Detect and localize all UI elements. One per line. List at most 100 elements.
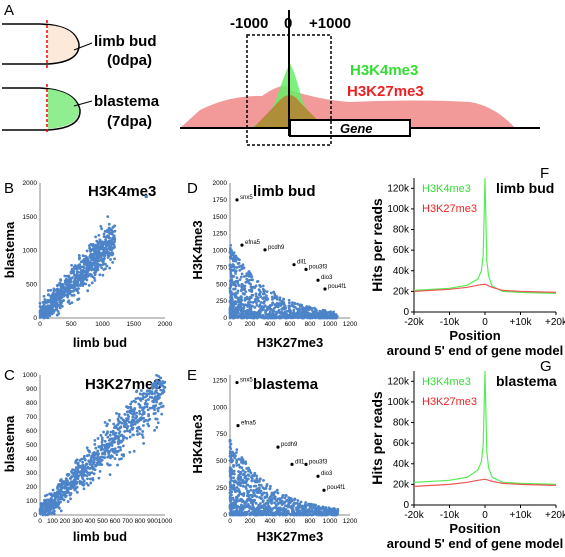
- data-point: [265, 296, 269, 300]
- data-point: [104, 445, 108, 449]
- gene-point-dll1: [290, 462, 294, 466]
- data-point: [322, 506, 325, 510]
- data-point: [242, 306, 245, 310]
- data-point: [272, 306, 276, 310]
- x-tick-c: 900: [147, 518, 158, 525]
- data-point: [75, 280, 78, 284]
- data-point: [248, 307, 252, 310]
- data-point: [237, 463, 241, 467]
- data-point: [259, 489, 263, 493]
- data-point: [228, 290, 232, 294]
- data-point: [259, 295, 263, 298]
- y-tick-f: 20k: [393, 286, 410, 297]
- data-point: [52, 298, 56, 301]
- y-axis-title-b: blastema: [2, 221, 17, 278]
- data-point: [82, 467, 86, 471]
- data-point: [76, 291, 80, 295]
- data-point: [268, 510, 272, 514]
- data-point: [276, 491, 280, 495]
- data-point: [40, 308, 44, 312]
- data-point: [64, 495, 67, 499]
- data-point: [305, 314, 309, 318]
- data-point: [237, 284, 241, 287]
- data-point: [272, 513, 276, 517]
- data-point: [90, 281, 94, 285]
- data-point: [235, 276, 239, 280]
- data-point: [228, 503, 232, 507]
- x-tick-d: 600: [285, 321, 296, 328]
- panel-a: A limb bud (0dpa) blastema (7dpa) Gene -…: [2, 2, 540, 146]
- data-point: [278, 311, 281, 315]
- data-point: [67, 281, 71, 285]
- data-point: [87, 459, 91, 463]
- data-point: [156, 421, 160, 425]
- data-point: [305, 305, 309, 309]
- data-point: [126, 425, 130, 428]
- data-point: [287, 306, 291, 310]
- data-point: [68, 291, 72, 294]
- data-point: [237, 478, 240, 482]
- data-point: [235, 459, 239, 462]
- data-point: [308, 305, 311, 309]
- data-point: [292, 502, 296, 506]
- blastema-pointer: [73, 100, 93, 107]
- data-point: [245, 513, 249, 516]
- y-tick-e: 0: [223, 512, 227, 519]
- data-point: [155, 383, 158, 387]
- panel-label-b: B: [4, 180, 14, 197]
- gene-point-snx5: [235, 380, 239, 385]
- data-point: [255, 506, 259, 510]
- limb-bud-label: limb bud: [94, 33, 157, 50]
- data-point: [321, 316, 325, 319]
- data-point: [111, 230, 115, 234]
- data-point: [75, 490, 79, 494]
- data-point: [128, 410, 131, 414]
- data-point: [296, 508, 299, 512]
- data-point: [271, 297, 274, 301]
- data-point: [49, 309, 52, 312]
- data-point: [234, 272, 237, 275]
- data-point: [240, 513, 243, 517]
- data-point: [265, 290, 269, 294]
- data-point: [257, 299, 261, 303]
- data-point: [252, 313, 256, 317]
- data-point: [153, 395, 157, 399]
- y-axis-title-g: Hits per reads: [369, 391, 385, 485]
- data-point: [235, 507, 239, 511]
- data-point: [310, 508, 314, 512]
- x-tick-f: -10k: [440, 317, 460, 328]
- data-point: [97, 233, 101, 237]
- data-point: [247, 278, 251, 282]
- data-point: [81, 460, 85, 464]
- data-point: [105, 264, 109, 268]
- data-point: [155, 391, 159, 395]
- data-point: [81, 274, 84, 278]
- data-point: [144, 399, 148, 403]
- x-tick-g: -20k: [404, 510, 424, 521]
- data-point: [99, 225, 103, 228]
- data-point: [100, 436, 104, 440]
- tick-plus-1000: +1000: [309, 15, 351, 32]
- data-point: [83, 262, 86, 266]
- data-point: [105, 248, 109, 251]
- legend-h3k27me3-f: H3K27me3: [422, 203, 477, 215]
- data-point: [111, 261, 115, 264]
- data-point: [87, 283, 91, 287]
- data-point: [228, 264, 232, 268]
- data-point: [304, 501, 308, 504]
- data-point: [228, 468, 232, 472]
- data-point: [121, 438, 125, 442]
- x-tick-f: +20k: [545, 317, 565, 328]
- data-point: [55, 313, 59, 317]
- data-point: [93, 438, 97, 442]
- data-point: [112, 246, 115, 250]
- x-tick-b: 1000: [95, 321, 110, 328]
- data-point: [229, 479, 233, 482]
- data-point: [273, 315, 277, 319]
- data-point: [319, 310, 323, 314]
- data-point: [115, 436, 119, 440]
- data-point: [119, 416, 123, 420]
- data-point: [86, 257, 90, 261]
- data-point: [62, 493, 66, 497]
